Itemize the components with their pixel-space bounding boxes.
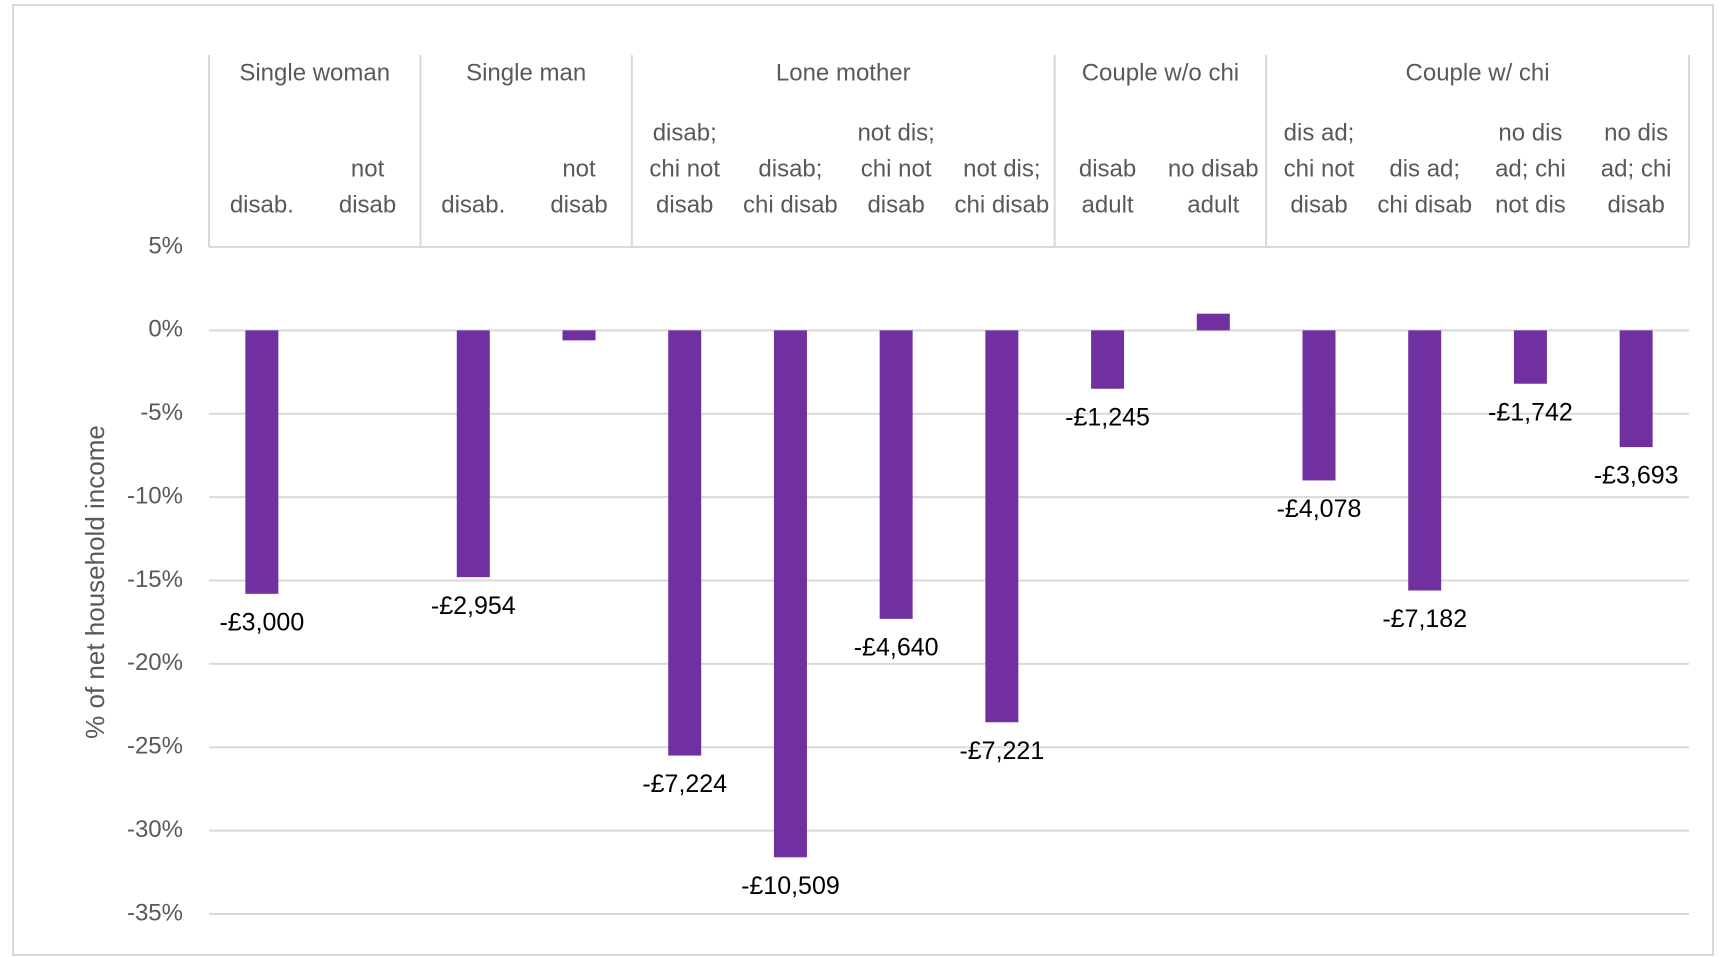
x-tick-label: not [562, 155, 596, 182]
y-tick-label: -35% [127, 899, 183, 926]
x-tick-label: disab [339, 191, 396, 218]
x-tick-label: no dis [1498, 119, 1562, 146]
bar [1091, 330, 1125, 389]
value-label: -£7,221 [959, 737, 1044, 765]
group-label: Lone mother [776, 59, 911, 86]
x-tick-label: dis ad; [1284, 119, 1355, 146]
x-tick-label: no dis [1604, 119, 1668, 146]
y-tick-label: -15% [127, 566, 183, 593]
x-tick-label: adult [1187, 191, 1239, 218]
x-tick-label: disab. [230, 191, 294, 218]
x-tick-label: not dis [1495, 191, 1566, 218]
y-tick-label: 5% [148, 232, 183, 259]
group-label: Couple w/ chi [1406, 59, 1550, 86]
y-tick-label: -30% [127, 816, 183, 843]
bar [1196, 313, 1230, 331]
x-tick-label: ad; chi [1495, 155, 1566, 182]
x-tick-label: not dis; [857, 119, 934, 146]
bar [879, 330, 913, 619]
x-tick-label: dis ad; [1389, 155, 1460, 182]
value-label: -£7,182 [1382, 605, 1467, 633]
x-tick-label: chi not [861, 155, 932, 182]
bar [668, 330, 702, 756]
bar [1513, 330, 1547, 384]
bar [1408, 330, 1442, 591]
x-tick-label: not dis; [963, 155, 1040, 182]
x-tick-label: chi disab [954, 191, 1049, 218]
x-tick-label: disab [867, 191, 924, 218]
bar [773, 330, 807, 858]
value-label: -£7,224 [642, 770, 727, 798]
x-tick-label: disab [1290, 191, 1347, 218]
value-label: -£1,742 [1488, 398, 1573, 426]
x-tick-label: chi disab [743, 191, 838, 218]
bar [1619, 330, 1653, 448]
y-tick-label: -25% [127, 733, 183, 760]
y-tick-label: 0% [148, 316, 183, 343]
chart-frame [12, 4, 1714, 956]
bar [985, 330, 1019, 723]
x-tick-label: ad; chi [1601, 155, 1672, 182]
x-tick-label: no disab [1168, 155, 1259, 182]
y-axis-title: % of net household income [80, 425, 110, 739]
y-tick-label: -10% [127, 482, 183, 509]
group-label: Single woman [239, 59, 390, 86]
x-tick-label: chi disab [1377, 191, 1472, 218]
x-tick-label: adult [1082, 191, 1134, 218]
x-tick-label: disab; [653, 119, 717, 146]
x-tick-label: not [351, 155, 385, 182]
value-label: -£3,693 [1594, 462, 1679, 490]
value-label: -£10,509 [741, 872, 840, 900]
x-tick-label: disab. [441, 191, 505, 218]
bar [245, 330, 279, 594]
x-tick-label: disab [550, 191, 607, 218]
value-label: -£2,954 [431, 592, 516, 620]
x-tick-label: chi not [649, 155, 720, 182]
x-tick-label: disab; [758, 155, 822, 182]
value-label: -£4,640 [854, 633, 939, 661]
y-tick-label: -5% [140, 399, 183, 426]
y-tick-label: -20% [127, 649, 183, 676]
bar [562, 330, 596, 341]
value-label: -£3,000 [219, 608, 304, 636]
value-label: -£4,078 [1277, 495, 1362, 523]
bar [1302, 330, 1336, 481]
x-tick-label: chi not [1284, 155, 1355, 182]
value-label: -£1,245 [1065, 403, 1150, 431]
x-tick-label: disab [1607, 191, 1664, 218]
group-label: Couple w/o chi [1082, 59, 1239, 86]
x-tick-label: disab [656, 191, 713, 218]
group-label: Single man [466, 59, 586, 86]
x-tick-label: disab [1079, 155, 1136, 182]
bar [456, 330, 490, 578]
